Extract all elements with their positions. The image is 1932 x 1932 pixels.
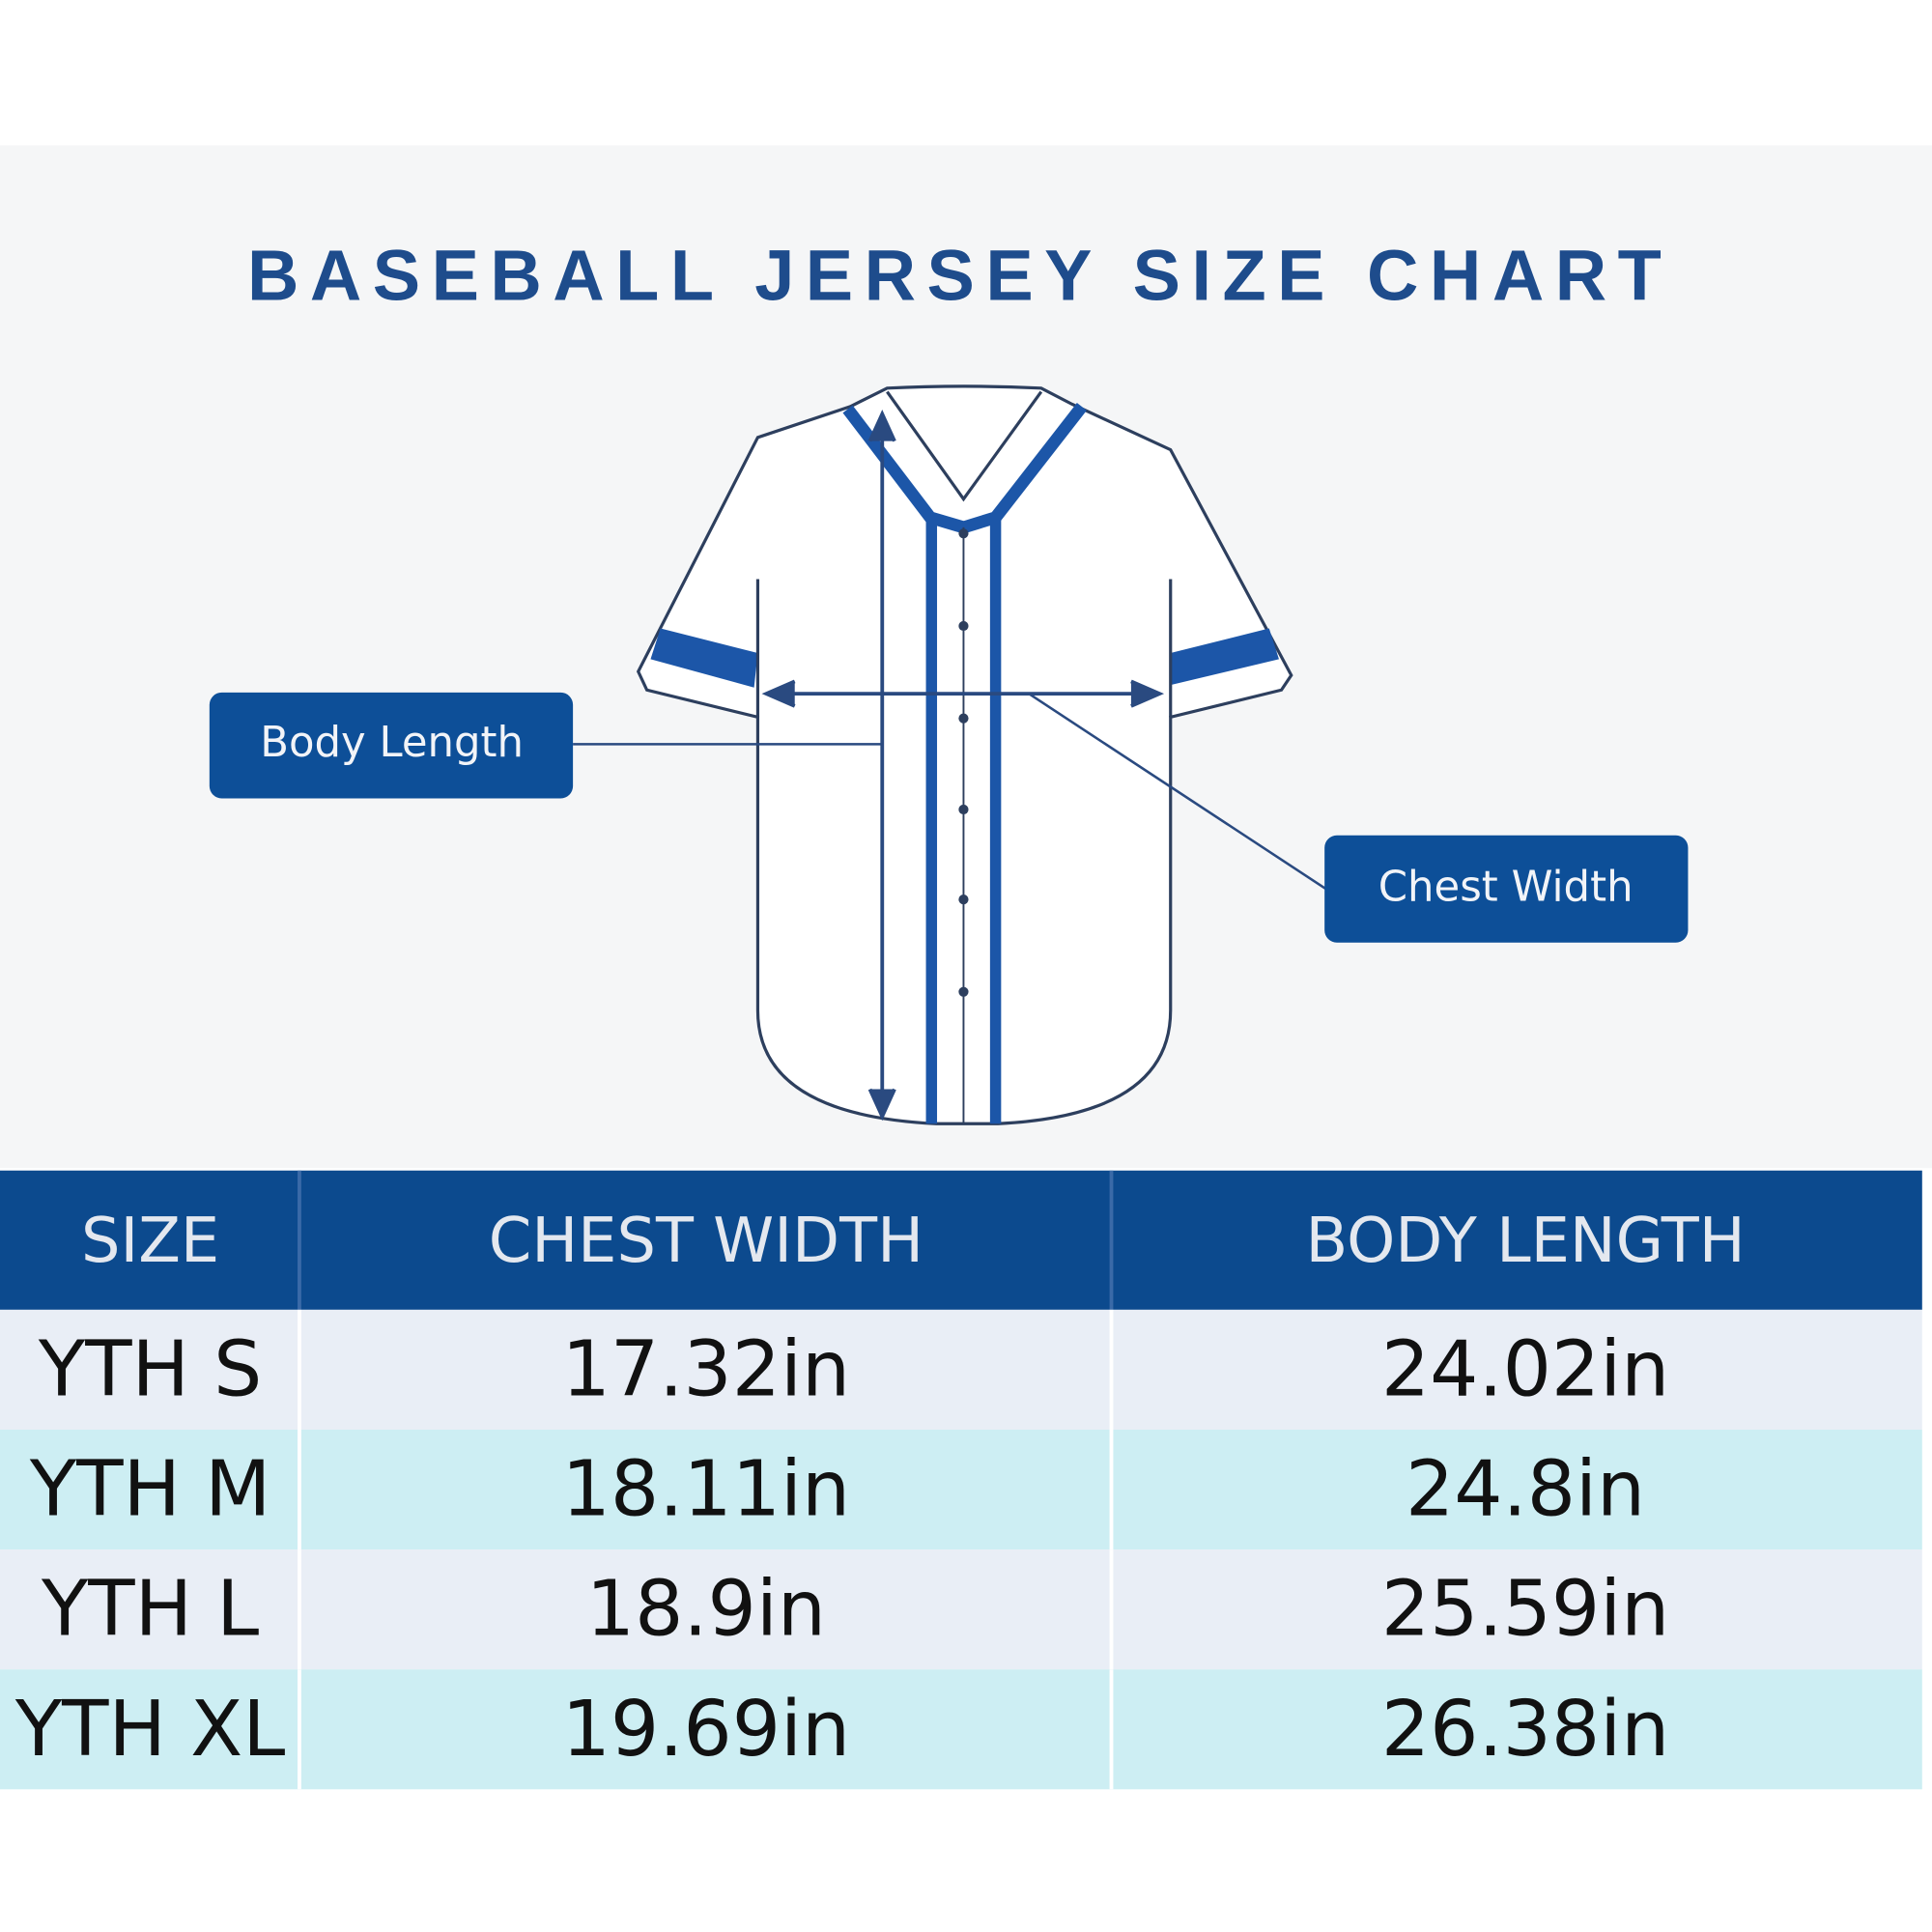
measurement-cell: 25.59in bbox=[1381, 1565, 1669, 1654]
jersey bbox=[573, 384, 1328, 1125]
measurement-cell: 18.9in bbox=[586, 1565, 826, 1654]
measurement-cell: 24.02in bbox=[1381, 1325, 1669, 1414]
table-header bbox=[0, 1170, 1922, 1310]
label-box bbox=[1324, 835, 1689, 943]
header-cell: BODY LENGTH bbox=[1305, 1206, 1745, 1277]
title: BASEBALL JERSEY SIZE CHART bbox=[247, 235, 1672, 315]
table-row bbox=[0, 1549, 1922, 1670]
table-row bbox=[0, 1429, 1922, 1550]
header-cell: SIZE bbox=[81, 1206, 219, 1277]
size-cell: YTH XL bbox=[14, 1685, 285, 1774]
measurement-cell: 17.32in bbox=[562, 1325, 850, 1414]
size-table: SIZE CHEST WIDTH BODY LENGTH YTH S 17.32in 24… bbox=[0, 1170, 1922, 1790]
measurement-cell: 26.38in bbox=[1381, 1685, 1669, 1774]
diagram-label: Chest Width bbox=[1378, 863, 1634, 911]
table-row bbox=[0, 1669, 1922, 1790]
measurement-cell: 19.69in bbox=[562, 1685, 850, 1774]
header-cell: CHEST WIDTH bbox=[489, 1206, 923, 1277]
size-cell: YTH M bbox=[29, 1445, 270, 1534]
size-cell: YTH L bbox=[41, 1565, 259, 1654]
label-box bbox=[209, 692, 574, 799]
diagram-label: Body Length bbox=[260, 719, 524, 767]
measurement-cell: 24.8in bbox=[1406, 1445, 1645, 1534]
table-row bbox=[0, 1309, 1922, 1430]
size-cell: YTH S bbox=[38, 1325, 262, 1414]
measurement-cell: 18.11in bbox=[562, 1445, 850, 1534]
